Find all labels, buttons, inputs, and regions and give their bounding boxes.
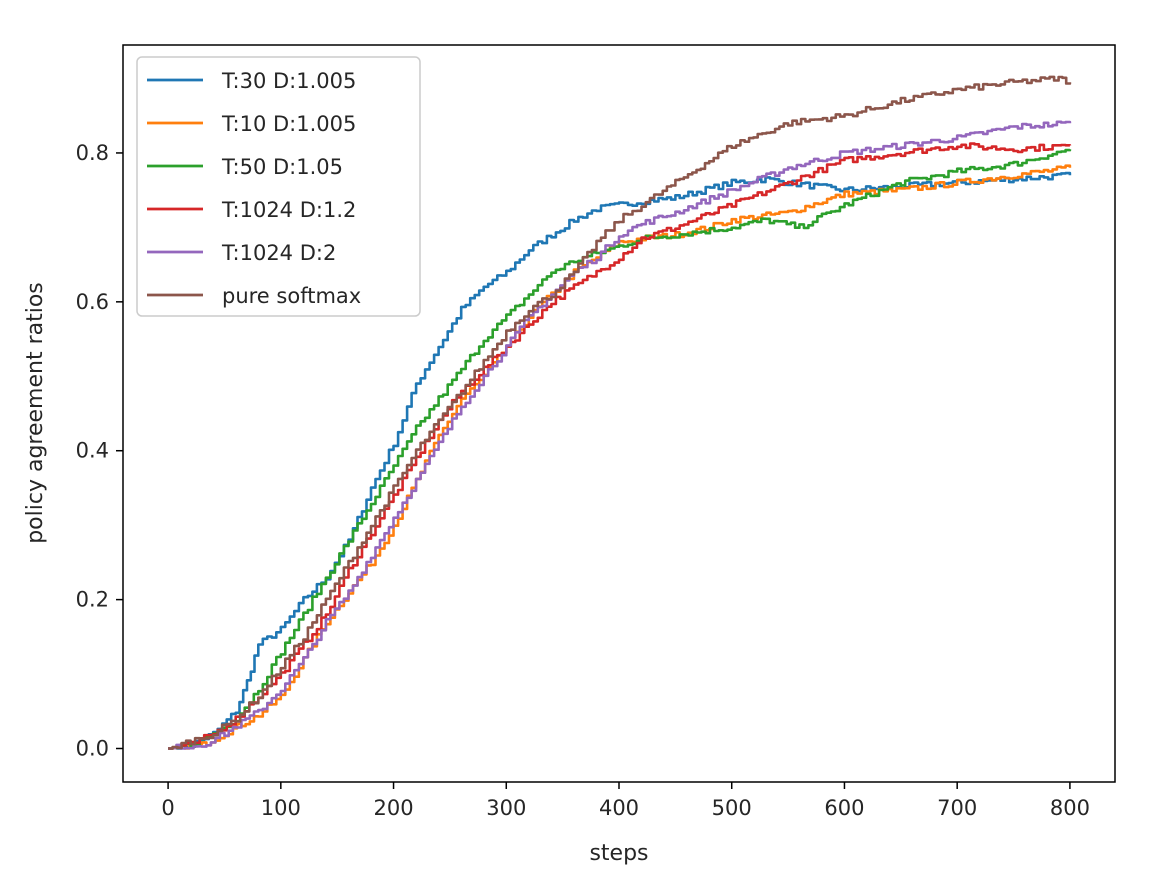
legend: T:30 D:1.005 T:10 D:1.005 T:50 D:1.05 T:102… <box>136 56 421 317</box>
legend-label: T:50 D:1.05 <box>221 155 343 179</box>
x-tick-label: 800 <box>1050 796 1090 820</box>
legend-label: T:1024 D:2 <box>221 241 336 265</box>
series-line <box>168 75 1072 750</box>
y-tick-label: 0.0 <box>76 737 109 761</box>
series-layer <box>168 75 1072 750</box>
y-tick-label: 0.4 <box>76 439 109 463</box>
ticks-layer: 0 100 200 300 400 500 600 700 800 0.0 0.2 0.4 0.6 0.8 <box>76 141 1090 820</box>
legend-label: pure softmax <box>222 284 361 308</box>
x-tick-label: 100 <box>261 796 301 820</box>
x-tick-label: 0 <box>161 796 174 820</box>
legend-label: T:1024 D:1.2 <box>221 198 356 222</box>
x-tick-label: 400 <box>599 796 639 820</box>
x-tick-label: 300 <box>486 796 526 820</box>
x-tick-label: 600 <box>824 796 864 820</box>
series-line <box>168 142 1072 750</box>
legend-label: T:30 D:1.005 <box>221 69 356 93</box>
y-tick-label: 0.8 <box>76 141 109 165</box>
x-tick-label: 700 <box>937 796 977 820</box>
x-tick-label: 200 <box>373 796 413 820</box>
series-line <box>168 120 1072 750</box>
legend-label: T:10 D:1.005 <box>221 112 356 136</box>
series-line <box>168 148 1072 750</box>
y-axis-label: policy agreement ratios <box>23 282 48 544</box>
y-tick-label: 0.6 <box>76 290 109 314</box>
x-tick-label: 500 <box>712 796 752 820</box>
x-axis-label: steps <box>589 841 648 866</box>
y-tick-label: 0.2 <box>76 588 109 612</box>
legend-box <box>136 56 421 317</box>
series-line <box>168 171 1072 750</box>
